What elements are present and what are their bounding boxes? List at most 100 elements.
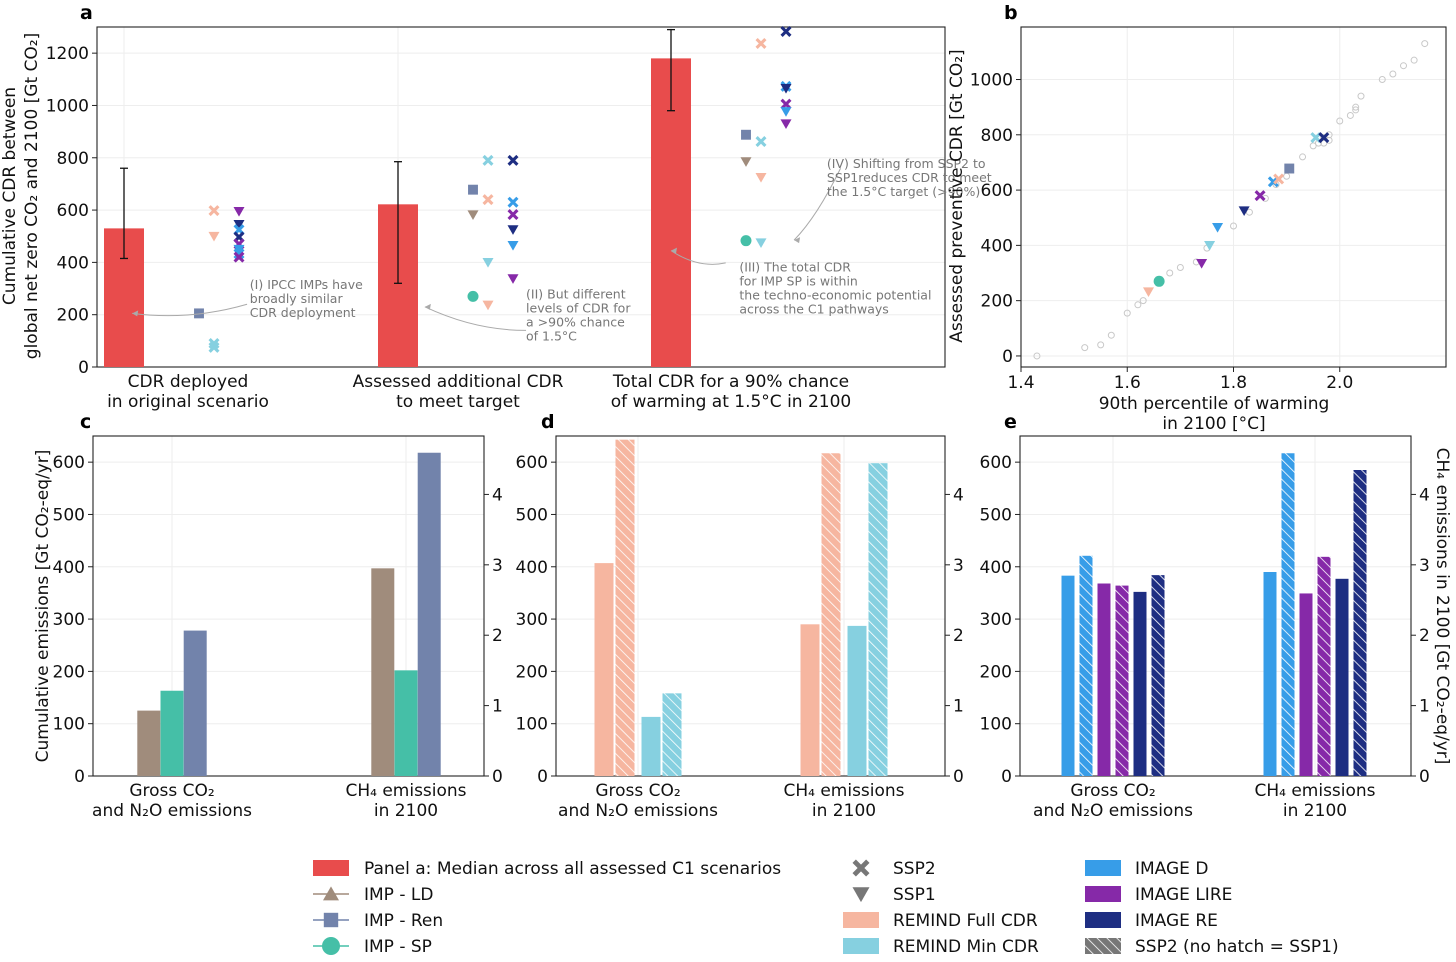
x-tick-label: in original scenario — [107, 392, 269, 412]
data-point — [1254, 190, 1266, 202]
bar — [1263, 572, 1277, 776]
data-point — [755, 238, 767, 248]
bar — [1335, 578, 1349, 776]
data-point — [208, 231, 220, 242]
data-point — [482, 300, 494, 311]
annotation-arrowhead — [132, 310, 139, 317]
x-tick-label: in 2100 — [374, 801, 438, 821]
y-tick-label: 0 — [78, 358, 89, 378]
legend-item: IMAGE D — [1085, 859, 1208, 879]
data-point — [1196, 258, 1208, 269]
annotation-text: broadly similar — [250, 291, 344, 306]
legend-item: Panel a: Median across all assessed C1 s… — [313, 859, 781, 879]
data-point — [1267, 176, 1279, 188]
axes-c — [92, 435, 485, 777]
bar — [160, 690, 184, 776]
legend-label: SSP1 — [893, 885, 936, 905]
background-point — [1230, 222, 1237, 230]
annotation-text: the 1.5°C target (>90%) — [827, 184, 980, 199]
annotation-text: (IV) Shifting from SSP2 to — [827, 156, 986, 171]
bar — [1097, 583, 1111, 776]
annotation-text: SSP1reduces CDR to meet — [827, 170, 992, 185]
y-tick-label: 0 — [953, 767, 964, 787]
bar — [183, 630, 207, 776]
x-tick-label: and N₂O emissions — [92, 801, 252, 821]
y-tick-label: 1 — [953, 697, 964, 717]
y-tick-label: 300 — [516, 610, 548, 630]
panel-label: c — [80, 411, 91, 433]
bar — [371, 568, 395, 776]
y-tick-label: 600 — [981, 181, 1013, 201]
background-point — [1320, 134, 1328, 142]
axes-e — [1019, 435, 1412, 777]
y-tick-label: 3 — [1419, 556, 1430, 576]
data-point — [1153, 275, 1165, 287]
legend-swatch — [1085, 938, 1121, 954]
bar — [641, 716, 661, 776]
background-point — [1166, 269, 1174, 277]
background-point — [1081, 344, 1089, 352]
background-point — [1421, 40, 1429, 48]
background-point — [1352, 106, 1360, 114]
y-tick-label: 4 — [492, 485, 503, 505]
x-tick-label: in 2100 — [1283, 801, 1347, 821]
legend-label: SSP2 — [893, 859, 936, 879]
data-point — [1204, 240, 1216, 251]
background-point — [1378, 76, 1386, 84]
y-tick-label: 3 — [492, 556, 503, 576]
data-point — [467, 210, 479, 221]
legend-label: IMP - LD — [364, 885, 433, 905]
bar — [1151, 575, 1165, 776]
x-tick-label: in 2100 — [812, 801, 876, 821]
y-tick-label: 500 — [53, 505, 85, 525]
background-point — [1346, 111, 1354, 119]
data-point — [482, 194, 494, 206]
bar — [1079, 555, 1093, 776]
background-point — [1134, 301, 1142, 309]
bar — [662, 693, 682, 776]
y-tick-label: 200 — [57, 306, 89, 326]
data-point — [194, 308, 204, 319]
x-tick-label: of warming at 1.5°C in 2100 — [611, 392, 852, 412]
legend-swatch — [1085, 886, 1121, 902]
data-point — [1318, 132, 1330, 144]
legend-label: IMP - SP — [364, 937, 432, 957]
y-tick-label: 400 — [980, 558, 1012, 578]
background-point — [1033, 352, 1041, 360]
annotation-text: of 1.5°C — [526, 328, 577, 343]
data-point — [208, 337, 220, 349]
legend-swatch — [313, 860, 349, 876]
y-tick-label: 0 — [1419, 767, 1430, 787]
y-tick-label: 1 — [1419, 697, 1430, 717]
y-tick-label: 100 — [516, 715, 548, 735]
data-point — [741, 129, 751, 140]
data-point — [467, 290, 479, 302]
data-point — [507, 274, 519, 284]
axes-b — [1020, 26, 1447, 368]
legend-marker — [323, 912, 339, 928]
legend-label: Panel a: Median across all assessed C1 s… — [364, 859, 781, 879]
y-tick-label: 600 — [57, 201, 89, 221]
legend-item: SSP2 (no hatch = SSP1) — [1085, 937, 1339, 957]
y-tick-label: 4 — [953, 485, 964, 505]
x-tick-label: 2.0 — [1326, 373, 1353, 393]
panel-label: a — [80, 2, 93, 24]
data-point — [755, 172, 767, 183]
x-tick-label: and N₂O emissions — [558, 801, 718, 821]
bar — [1353, 470, 1367, 776]
axes-a — [96, 26, 946, 368]
legend-item: REMIND Min CDR — [843, 937, 1039, 957]
legend-label: SSP2 (no hatch = SSP1) — [1135, 937, 1339, 957]
bar — [594, 563, 614, 776]
y-tick-label: 2 — [1419, 626, 1430, 646]
background-point — [1107, 331, 1115, 339]
annotation-arrow — [793, 168, 842, 241]
annotation-arrowhead — [794, 237, 801, 244]
background-point — [1357, 92, 1365, 100]
legend-item: SSP1 — [852, 885, 936, 905]
x-tick-label: Gross CO₂ — [1070, 781, 1155, 801]
legend-marker — [852, 859, 870, 877]
data-point — [468, 184, 478, 195]
